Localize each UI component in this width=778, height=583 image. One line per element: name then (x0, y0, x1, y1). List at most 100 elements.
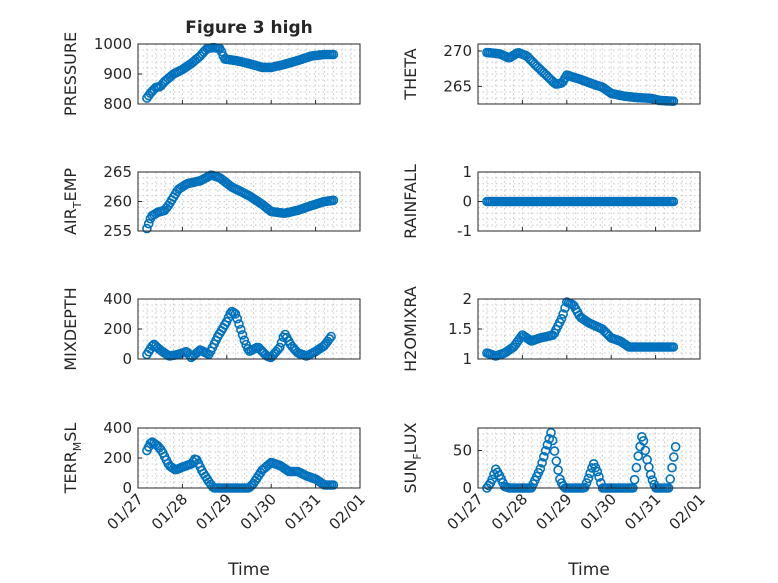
h2omixra-ytick-label: 1.5 (448, 320, 472, 338)
terr_msl-yaxis-label-main: TERR (61, 451, 80, 494)
theta-yaxis-label-main: THETA (401, 48, 420, 100)
h2omixra-yaxis-label-main: H2OMIXRA (401, 286, 420, 372)
terr_msl-xtick-label: 01/29 (192, 490, 235, 533)
pressure-data-point (216, 46, 227, 57)
air_temp-data-point (328, 195, 339, 206)
sun_flux-data-point (581, 478, 592, 488)
sun_flux-xaxis-label: Time (567, 560, 610, 580)
mixdepth-yaxis-label: MIXDEPTH (61, 287, 80, 370)
theta-ytick-label: 270 (443, 42, 472, 60)
terr_msl-ytick-label: 0 (122, 479, 132, 497)
sun_flux-data-point (579, 482, 590, 493)
sun_flux-data-point (553, 465, 563, 475)
rainfall-ytick-label: 0 (462, 193, 472, 211)
h2omixra-data-point (558, 309, 569, 319)
theta-yaxis-label: THETA (401, 48, 420, 100)
mixdepth-data-point (232, 313, 242, 324)
h2omixra-data-point (668, 342, 679, 352)
sun_flux-data-point (583, 473, 594, 484)
air_temp-yaxis-label-main: AIR (61, 208, 80, 235)
terr_msl-ytick-label: 200 (103, 449, 132, 467)
sun_flux-data-point (549, 446, 560, 456)
h2omixra-yaxis-label: H2OMIXRA (401, 286, 420, 372)
terr_msl-xaxis-label: Time (227, 560, 270, 580)
rainfall-yaxis-label: RAINFALL (401, 164, 420, 239)
rainfall-ytick-label: -1 (457, 222, 472, 240)
sun_flux-data-point (670, 441, 681, 452)
air_temp-ytick-label: 260 (103, 193, 132, 211)
sun_flux-yaxis-label-subscript: F (411, 453, 424, 459)
pressure-yaxis-label: PRESSURE (61, 32, 80, 116)
air_temp-yaxis-label-tail: EMP (61, 168, 80, 202)
sun_flux-xtick-label: 02/01 (666, 490, 709, 533)
mixdepth-data-point (324, 334, 335, 344)
sun_flux-data-point (538, 451, 549, 462)
rainfall-ytick-label: 1 (462, 163, 472, 181)
mixdepth-data-point (274, 342, 285, 353)
pressure-ytick-label: 1000 (94, 35, 132, 53)
theta-ytick-label: 265 (443, 77, 472, 95)
mixdepth-ytick-label: 200 (103, 320, 132, 338)
sun_flux-data-point (631, 462, 642, 473)
air_temp-ytick-label: 255 (103, 222, 132, 240)
mixdepth-yaxis-label-main: MIXDEPTH (61, 287, 80, 370)
sun_flux-data-point (638, 435, 649, 446)
terr_msl-data-point (328, 480, 339, 490)
air_temp-data-point (143, 218, 154, 229)
sun_flux-ytick-label: 0 (462, 479, 472, 497)
sun_flux-data-point (647, 475, 658, 485)
rainfall-data-point (668, 196, 679, 207)
theta-axes-frame (477, 43, 701, 105)
sun_flux-data-point (551, 456, 562, 466)
terr_msl-plot-area (138, 428, 360, 488)
h2omixra-data-point (556, 313, 567, 324)
mixdepth-data-point (234, 319, 244, 329)
sun_flux-data-point (535, 463, 546, 474)
sun_flux-yaxis-label: SUNFLUX (401, 422, 424, 493)
pressure-data-point (328, 49, 339, 60)
pressure-title: Figure 3 high (185, 18, 313, 38)
sun_flux-yaxis-label-tail: LUX (401, 422, 420, 453)
sun_flux-data-point (667, 462, 677, 473)
sun_flux-data-point (629, 474, 640, 485)
mixdepth-data-point (230, 309, 241, 319)
air_temp-data-point (142, 223, 152, 234)
sun_flux-data-point (537, 457, 547, 468)
sun_flux-data-point (640, 445, 651, 456)
mixdepth-data-point (239, 335, 250, 346)
sun_flux-xtick-label: 01/29 (532, 490, 575, 533)
pressure-ytick-label: 800 (103, 95, 132, 113)
h2omixra-ytick-label: 1 (462, 350, 472, 368)
air_temp-ytick-label: 265 (103, 163, 132, 181)
theta-data-point (668, 96, 679, 106)
terr_msl-yaxis-label: TERRMSL (61, 423, 84, 495)
sun_flux-xtick-label: 01/30 (577, 490, 620, 533)
sun_flux-data-point (665, 474, 676, 484)
air_temp-yaxis-label-subscript: T (71, 201, 84, 209)
sun_flux-data-point (540, 445, 551, 456)
terr_msl-xtick-label: 01/31 (281, 490, 324, 533)
terr_msl-xtick-label: 01/28 (148, 490, 191, 533)
h2omixra-data-point (524, 334, 535, 345)
terr_msl-xtick-label: 02/01 (326, 490, 369, 533)
sun_flux-data-point (487, 474, 498, 485)
pressure-yaxis-label-main: PRESSURE (61, 32, 80, 116)
h2omixra-ytick-label: 2 (462, 290, 472, 308)
sun_flux-yaxis-label-main: SUN (401, 460, 420, 494)
pressure-ytick-label: 900 (103, 65, 132, 83)
air_temp-yaxis-label: AIRTEMP (61, 168, 84, 235)
sun_flux-data-point (668, 452, 679, 462)
mixdepth-ytick-label: 0 (122, 350, 132, 368)
terr_msl-xtick-label: 01/30 (237, 490, 280, 533)
mixdepth-data-point (237, 330, 248, 340)
mixdepth-ytick-label: 400 (103, 290, 132, 308)
rainfall-yaxis-label-main: RAINFALL (401, 164, 420, 239)
terr_msl-ytick-label: 400 (103, 419, 132, 437)
sun_flux-data-point (633, 451, 644, 461)
terr_msl-yaxis-label-subscript: M (71, 442, 84, 452)
sun_flux-xtick-label: 01/31 (621, 490, 664, 533)
mixdepth-data-point (326, 331, 336, 342)
terr_msl-yaxis-label-tail: SL (61, 423, 80, 442)
sun_flux-axes-frame (477, 427, 701, 489)
